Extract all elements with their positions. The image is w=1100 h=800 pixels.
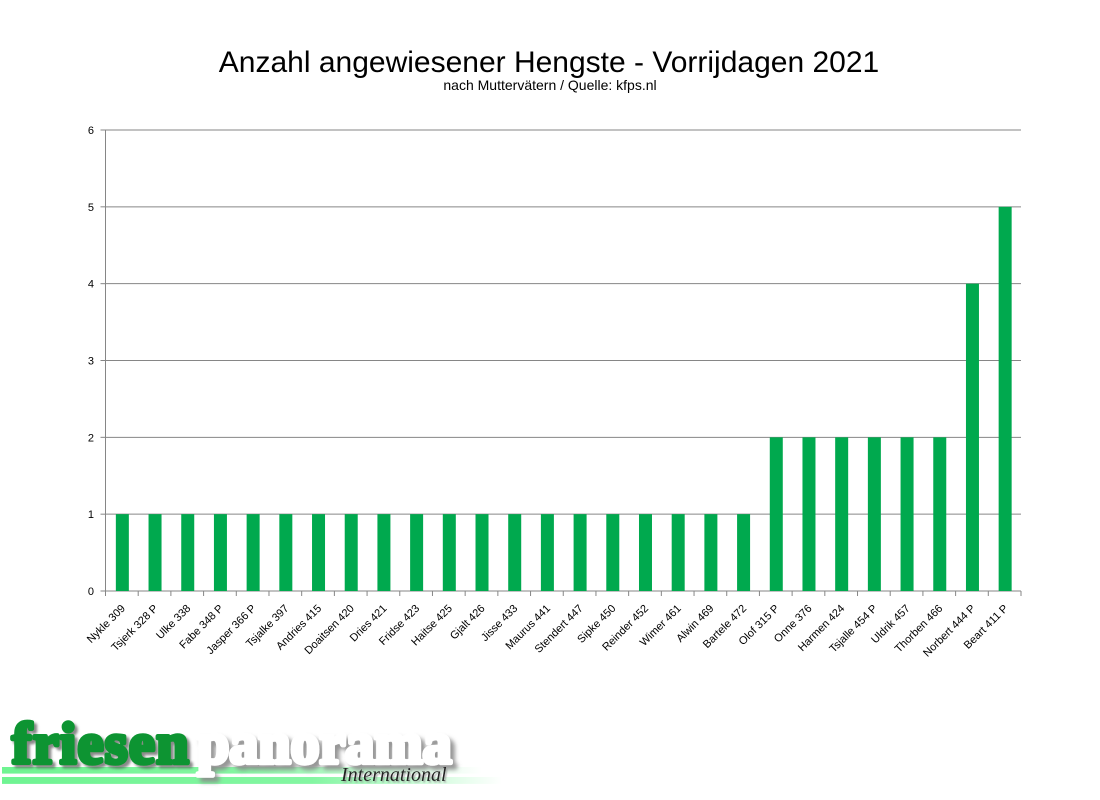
svg-text:International: International [340, 764, 447, 786]
svg-text:1: 1 [88, 509, 94, 521]
svg-text:6: 6 [88, 125, 94, 137]
svg-text:5: 5 [88, 202, 94, 214]
svg-text:Anzahl angewiesener Hengste -: Anzahl angewiesener Hengste - Vorrijdage… [219, 46, 879, 79]
svg-text:0: 0 [88, 586, 94, 598]
svg-text:nach Muttervätern / Quelle: kf: nach Muttervätern / Quelle: kfps.nl [443, 77, 656, 93]
svg-text:3: 3 [88, 356, 94, 368]
svg-text:4: 4 [88, 279, 94, 291]
svg-text:friesen: friesen [12, 711, 190, 776]
svg-text:panorama: panorama [197, 711, 452, 776]
svg-text:2: 2 [88, 432, 94, 444]
